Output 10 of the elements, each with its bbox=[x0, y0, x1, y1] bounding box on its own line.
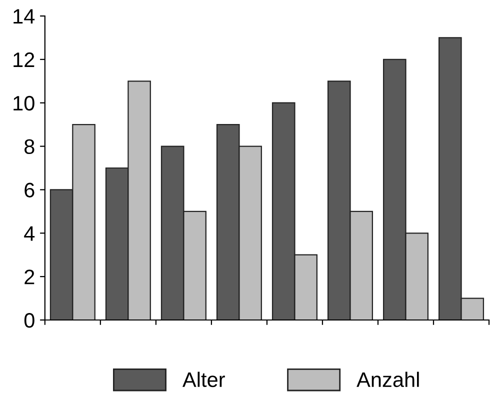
y-tick-label: 6 bbox=[24, 182, 34, 198]
y-tick-label: 12 bbox=[14, 52, 34, 67]
y-tick-label: 0 bbox=[24, 313, 34, 328]
y-tick-label: 14 bbox=[14, 9, 35, 24]
legend-label: Anzahl bbox=[356, 372, 419, 388]
y-tick-label: 8 bbox=[24, 139, 34, 154]
y-tick-label: 4 bbox=[24, 226, 35, 241]
y-tick-label: 2 bbox=[24, 270, 34, 284]
y-tick-label: 10 bbox=[14, 96, 34, 111]
legend-label: Alter bbox=[182, 372, 225, 388]
